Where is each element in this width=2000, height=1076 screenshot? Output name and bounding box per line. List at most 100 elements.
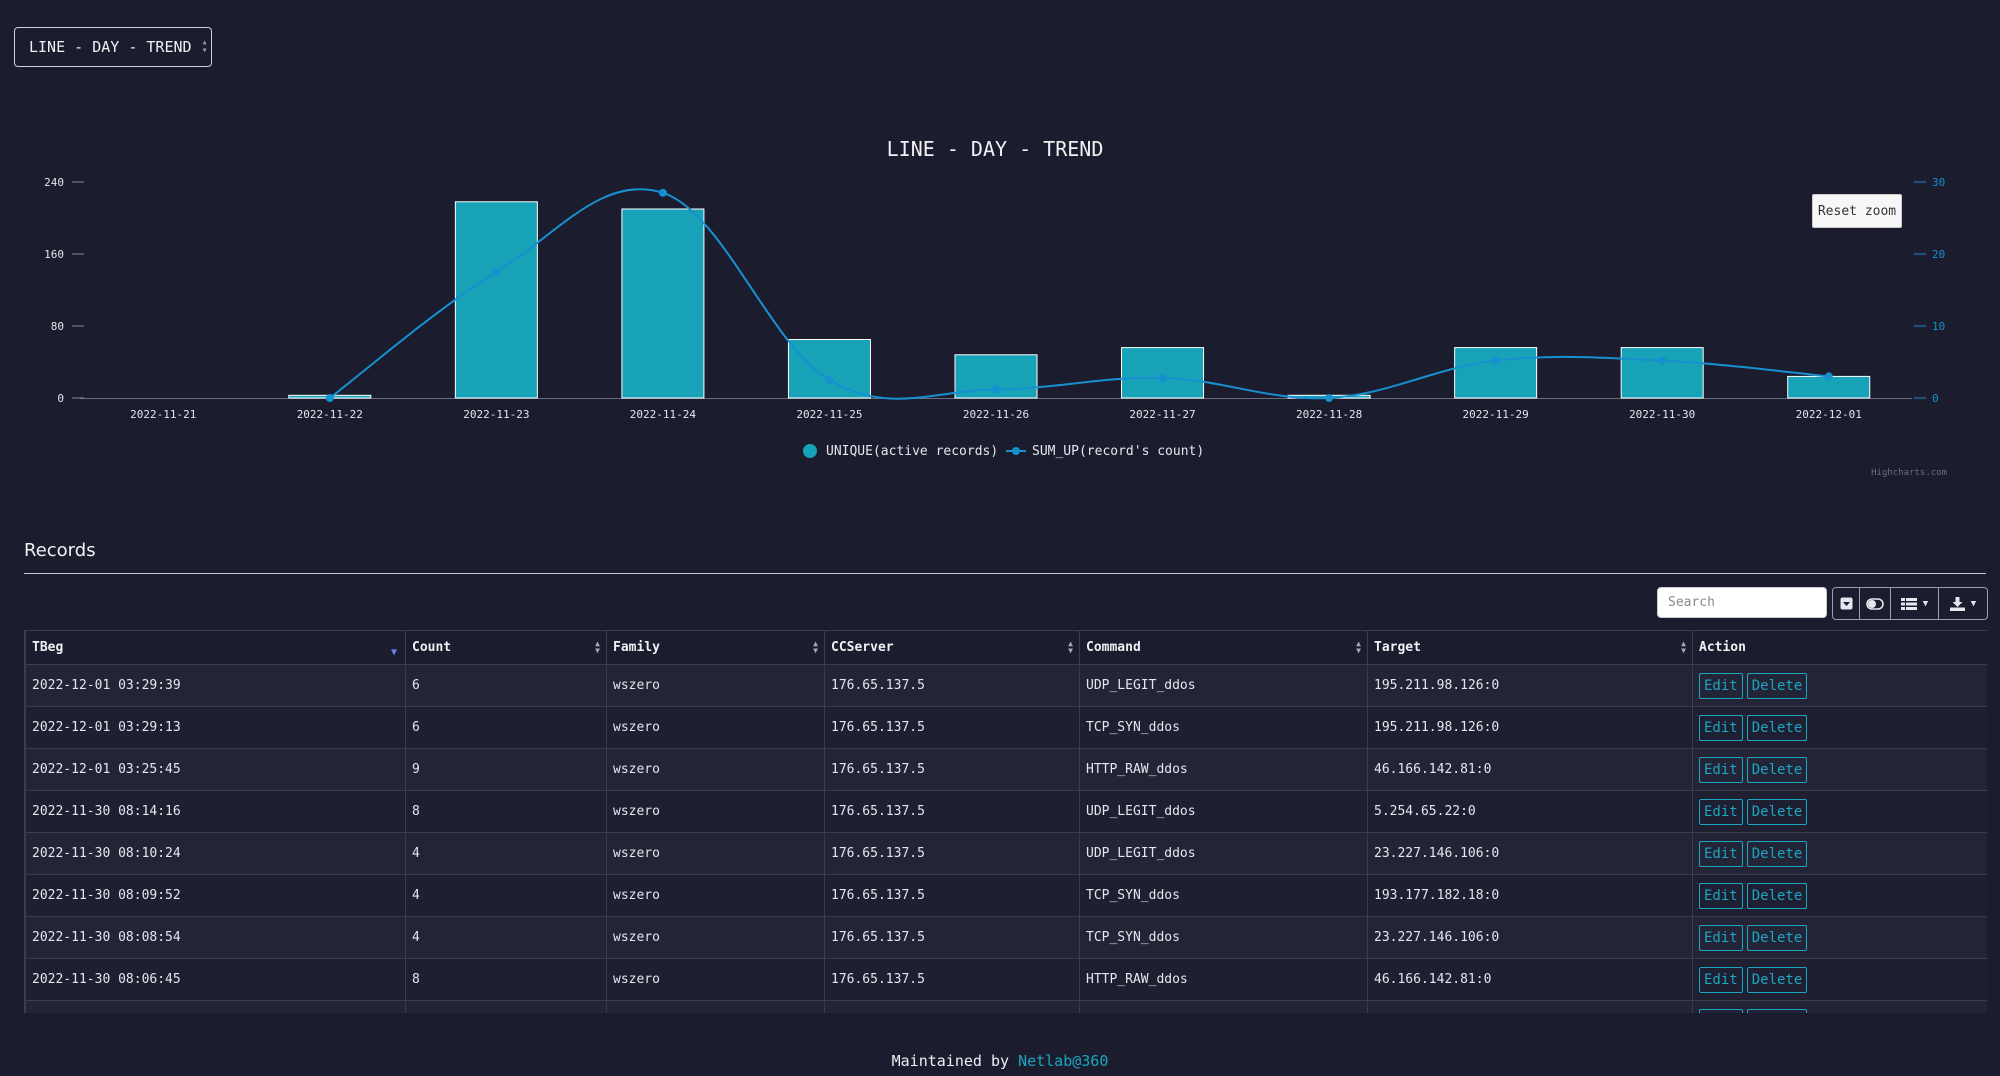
cell-ccserver	[824, 1000, 1080, 1013]
select-caret-icon: ▴ ▾	[201, 37, 208, 56]
cell-count: 6	[405, 664, 607, 707]
collapse-button[interactable]	[1833, 588, 1860, 619]
column-header-action: Action	[1692, 630, 1987, 665]
x-axis-label: 2022-11-29	[1463, 408, 1529, 421]
table-row[interactable]: 2022-11-30 08:14:16 8 wszero 176.65.137.5 UD…	[25, 790, 1987, 833]
cell-ccserver: 176.65.137.5	[824, 832, 1080, 875]
footer-link[interactable]: Netlab@360	[1018, 1052, 1109, 1070]
column-header-tbeg[interactable]: TBeg ▼	[25, 630, 406, 665]
column-header-ccserver[interactable]: CCServer ▲ ▼	[824, 630, 1080, 665]
edit-button[interactable]: Edit	[1699, 882, 1743, 909]
records-table-container[interactable]: TBeg ▼ Count ▲ ▼ Family ▲ ▼ CCServer ▲ ▼ Comman…	[24, 630, 1987, 1013]
search-input[interactable]	[1657, 587, 1827, 618]
x-axis-label: 2022-11-21	[130, 408, 196, 421]
delete-button[interactable]: Delete	[1746, 756, 1808, 783]
x-axis-label: 2022-11-30	[1629, 408, 1695, 421]
cell-count: 8	[405, 958, 607, 1001]
x-axis-label: 2022-11-22	[297, 408, 363, 421]
export-dropdown-button[interactable]: ▼	[1939, 588, 1987, 619]
cell-ccserver: 176.65.137.5	[824, 664, 1080, 707]
edit-button[interactable]: Edit	[1699, 840, 1743, 867]
table-row[interactable]: 2022-11-30 08:06:45 8 wszero 176.65.137.5 HT…	[25, 958, 1987, 1001]
sort-icon: ▲ ▼	[1681, 639, 1686, 655]
delete-button[interactable]: Delete	[1746, 882, 1808, 909]
cell-target: 23.227.146.106:0	[1367, 916, 1693, 959]
cell-target	[1367, 1000, 1693, 1013]
delete-button[interactable]: Delete	[1746, 1008, 1808, 1013]
left-axis-tick-label: 0	[57, 392, 64, 405]
cell-family: wszero	[606, 958, 825, 1001]
chevron-down-icon: ▼	[1970, 598, 1977, 609]
columns-dropdown-button[interactable]: ▼	[1891, 588, 1939, 619]
cell-tbeg: 2022-11-30 08:14:16	[25, 790, 406, 833]
records-divider	[24, 573, 1986, 574]
delete-button[interactable]: Delete	[1746, 966, 1808, 993]
delete-button[interactable]: Delete	[1746, 798, 1808, 825]
edit-button[interactable]: Edit	[1699, 672, 1743, 699]
delete-button[interactable]: Delete	[1746, 840, 1808, 867]
chart-credits: Highcharts.com	[1871, 468, 1947, 478]
column-header-family[interactable]: Family ▲ ▼	[606, 630, 825, 665]
table-row[interactable]: 2022-11-30 08:09:52 4 wszero 176.65.137.5 TC…	[25, 874, 1987, 917]
chart-type-select[interactable]: LINE - DAY - TREND ▴ ▾	[14, 27, 212, 67]
cell-tbeg	[25, 1000, 406, 1013]
table-row[interactable]: 2022-12-01 03:29:13 6 wszero 176.65.137.5 TC…	[25, 706, 1987, 749]
cell-count	[405, 1000, 607, 1013]
bar-unique-2022-11-25	[787, 339, 871, 399]
delete-button[interactable]: Delete	[1746, 714, 1808, 741]
reset-zoom-button[interactable]: Reset zoom	[1812, 194, 1902, 228]
toggle-view-button[interactable]	[1860, 588, 1891, 619]
bar-unique-2022-11-23	[454, 201, 538, 399]
column-header-target[interactable]: Target ▲ ▼	[1367, 630, 1693, 665]
right-axis-tick-label: 0	[1932, 392, 1939, 405]
legend-marker-sum-up	[1012, 447, 1020, 455]
delete-button[interactable]: Delete	[1746, 672, 1808, 699]
column-header-command[interactable]: Command ▲ ▼	[1079, 630, 1368, 665]
cell-family: wszero	[606, 706, 825, 749]
point-sum-up-2022-11-27	[1158, 373, 1167, 382]
x-axis-label: 2022-11-27	[1129, 408, 1195, 421]
cell-tbeg: 2022-11-30 08:09:52	[25, 874, 406, 917]
records-table: TBeg ▼ Count ▲ ▼ Family ▲ ▼ CCServer ▲ ▼ Comman…	[25, 630, 1987, 1013]
column-label: Family	[613, 640, 660, 655]
cell-ccserver: 176.65.137.5	[824, 790, 1080, 833]
chevron-down-icon: ▼	[1922, 598, 1929, 609]
point-sum-up-2022-12-01	[1824, 372, 1833, 381]
cell-command	[1079, 1000, 1368, 1013]
edit-button[interactable]: Edit	[1699, 966, 1743, 993]
right-axis-tick-label: 30	[1932, 176, 1945, 189]
column-header-count[interactable]: Count ▲ ▼	[405, 630, 607, 665]
bar-unique-2022-11-29	[1454, 347, 1538, 399]
cell-target: 195.211.98.126:0	[1367, 664, 1693, 707]
cell-command: TCP_SYN_ddos	[1079, 916, 1368, 959]
table-row[interactable]: 2022-11-30 08:08:54 4 wszero 176.65.137.5 TC…	[25, 916, 1987, 959]
cell-tbeg: 2022-12-01 03:29:13	[25, 706, 406, 749]
table-row[interactable]: 2022-12-01 03:25:45 9 wszero 176.65.137.5 HT…	[25, 748, 1987, 791]
edit-button[interactable]: Edit	[1699, 714, 1743, 741]
x-axis-label: 2022-11-24	[630, 408, 697, 421]
cell-target: 5.254.65.22:0	[1367, 790, 1693, 833]
table-row[interactable]: 2022-12-01 03:29:39 6 wszero 176.65.137.5 UD…	[25, 664, 1987, 707]
edit-button[interactable]: Edit	[1699, 756, 1743, 783]
cell-family: wszero	[606, 874, 825, 917]
footer-text: Maintained by	[891, 1052, 1010, 1070]
edit-button[interactable]: Edit	[1699, 798, 1743, 825]
cell-command: HTTP_RAW_ddos	[1079, 958, 1368, 1001]
bar-unique-2022-11-27	[1121, 347, 1205, 399]
cell-target: 195.211.98.126:0	[1367, 706, 1693, 749]
cell-target: 193.177.182.18:0	[1367, 874, 1693, 917]
right-axis-tick-label: 20	[1932, 248, 1945, 261]
cell-family: wszero	[606, 664, 825, 707]
cell-family: wszero	[606, 916, 825, 959]
delete-button[interactable]: Delete	[1746, 924, 1808, 951]
table-row[interactable]: 2022-11-30 08:10:24 4 wszero 176.65.137.5 UD…	[25, 832, 1987, 875]
legend-label-sum-up: SUM_UP(record's count)	[1032, 444, 1204, 459]
sort-icon: ▲ ▼	[1068, 639, 1073, 655]
edit-button[interactable]: Edit	[1699, 1008, 1743, 1013]
edit-button[interactable]: Edit	[1699, 924, 1743, 951]
